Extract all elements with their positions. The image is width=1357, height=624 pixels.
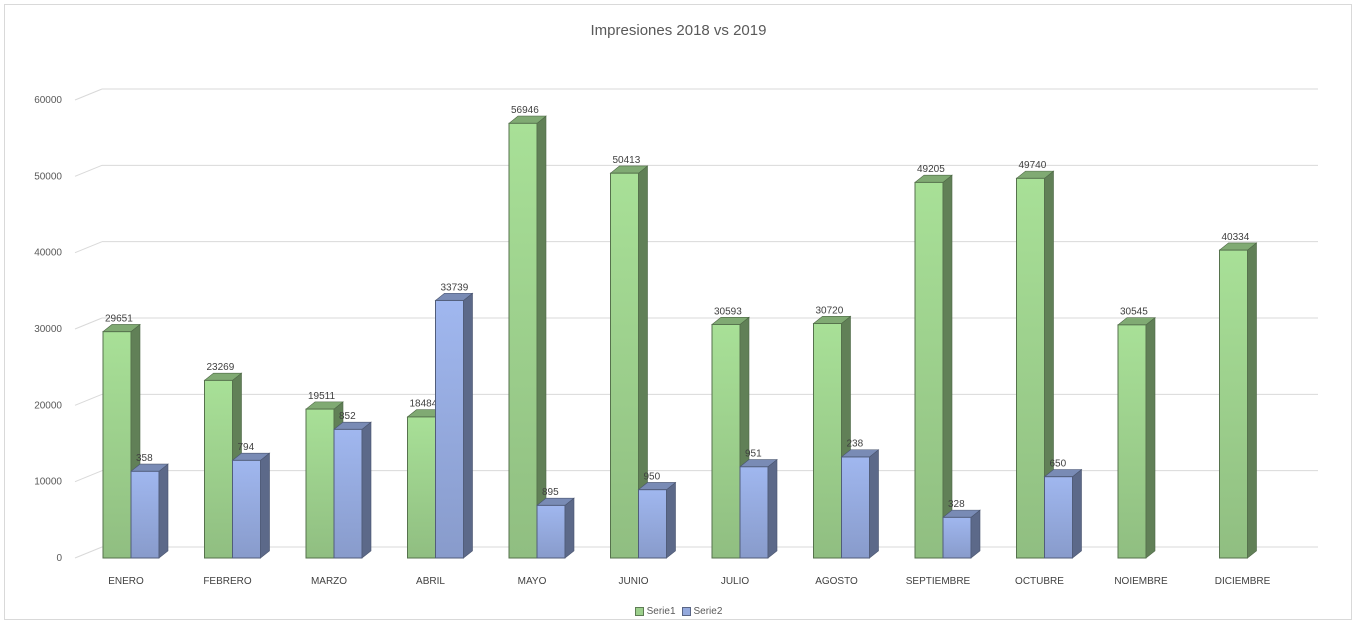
serie1-bar: [1219, 249, 1248, 559]
chart-legend: Serie1 Serie2: [0, 606, 1357, 619]
serie1-bar: [1016, 177, 1045, 559]
serie1-bar: [102, 331, 132, 559]
serie2-bar-side: [666, 481, 676, 559]
y-tick-label: 0: [56, 553, 62, 564]
gridline-diagonal: [74, 393, 103, 406]
data-label: 794: [238, 442, 255, 453]
data-label: 30593: [714, 306, 742, 317]
serie2-bar-side: [463, 292, 473, 559]
x-tick-label: MARZO: [311, 576, 347, 587]
y-tick-label: 40000: [34, 248, 62, 259]
serie2-bar-side: [361, 421, 372, 559]
serie2-bar-side: [158, 463, 169, 559]
serie2-bar: [739, 466, 769, 559]
data-label: 238: [847, 439, 864, 450]
legend-item: Serie1: [634, 606, 676, 617]
data-label: 23269: [207, 362, 235, 373]
serie2-bar: [942, 516, 972, 559]
legend-swatch: [681, 607, 691, 616]
data-label: 33739: [441, 282, 469, 293]
gridline-diagonal: [74, 470, 103, 483]
serie1-bar: [1117, 324, 1147, 559]
serie2-bar-side: [767, 458, 778, 559]
y-tick-label: 50000: [34, 171, 62, 182]
legend-swatch: [634, 607, 644, 616]
x-tick-label: NOIEMBRE: [1114, 576, 1168, 587]
serie1-bar-side: [1145, 317, 1156, 559]
data-label: 328: [948, 499, 965, 510]
y-tick-label: 20000: [34, 400, 62, 411]
serie2-bar: [435, 299, 464, 559]
serie2-bar-side: [869, 449, 879, 559]
data-label: 56946: [511, 105, 539, 116]
gridline-diagonal: [74, 241, 103, 254]
x-tick-label: FEBRERO: [203, 576, 252, 587]
serie2-bar-side: [1072, 468, 1082, 559]
legend-label: Serie1: [646, 606, 676, 617]
x-tick-label: ABRIL: [416, 576, 445, 587]
legend-item: Serie2: [681, 606, 723, 617]
serie1-bar: [508, 122, 538, 559]
y-tick-label: 60000: [34, 95, 62, 106]
data-label: 950: [644, 471, 661, 482]
gridline-diagonal: [74, 88, 103, 101]
x-tick-label: OCTUBRE: [1015, 576, 1064, 587]
data-label: 18484: [410, 399, 438, 410]
serie1-bar: [914, 181, 944, 559]
data-label: 19511: [308, 391, 336, 402]
gridline-diagonal: [74, 164, 103, 177]
y-tick-label: 10000: [34, 477, 62, 488]
data-label: 29651: [105, 313, 133, 324]
serie1-bar: [204, 379, 233, 559]
serie1-bar-side: [1247, 242, 1257, 559]
x-tick-label: JUNIO: [619, 576, 649, 587]
serie2-bar-side: [970, 509, 981, 559]
data-label: 852: [339, 411, 356, 422]
serie2-bar: [130, 470, 160, 559]
x-tick-label: SEPTIEMBRE: [906, 576, 971, 587]
data-label: 49205: [917, 164, 945, 175]
data-label: 30720: [816, 305, 844, 316]
serie2-bar-side: [564, 497, 575, 559]
data-label: 50413: [613, 155, 641, 166]
serie2-bar: [841, 456, 870, 559]
data-label: 40334: [1222, 232, 1250, 243]
x-tick-label: JULIO: [721, 576, 750, 587]
serie1-bar: [407, 416, 436, 559]
serie2-bar: [232, 459, 261, 559]
gridline-diagonal: [74, 317, 103, 330]
legend-label: Serie2: [693, 606, 723, 617]
serie2-bar: [536, 504, 566, 559]
gridline-diagonal: [74, 546, 103, 559]
data-label: 895: [542, 487, 559, 498]
chart-title: Impresiones 2018 vs 2019: [590, 22, 767, 39]
data-label: 358: [136, 453, 153, 464]
data-label: 951: [745, 449, 762, 460]
serie1-bar: [813, 323, 842, 559]
serie2-bar: [638, 489, 667, 559]
x-tick-label: ENERO: [108, 576, 144, 587]
data-label: 30545: [1120, 307, 1148, 318]
serie2-bar-side: [260, 452, 270, 559]
data-label: 650: [1050, 459, 1067, 470]
data-label: 49740: [1019, 160, 1047, 171]
x-tick-label: DICIEMBRE: [1215, 576, 1271, 587]
serie2-bar: [333, 428, 363, 559]
serie1-bar: [610, 172, 639, 559]
x-tick-label: MAYO: [518, 576, 547, 587]
x-tick-label: AGOSTO: [815, 576, 858, 587]
serie2-bar: [1044, 476, 1073, 559]
serie1-bar: [305, 408, 335, 559]
y-tick-label: 30000: [34, 324, 62, 335]
serie1-bar: [711, 323, 741, 559]
